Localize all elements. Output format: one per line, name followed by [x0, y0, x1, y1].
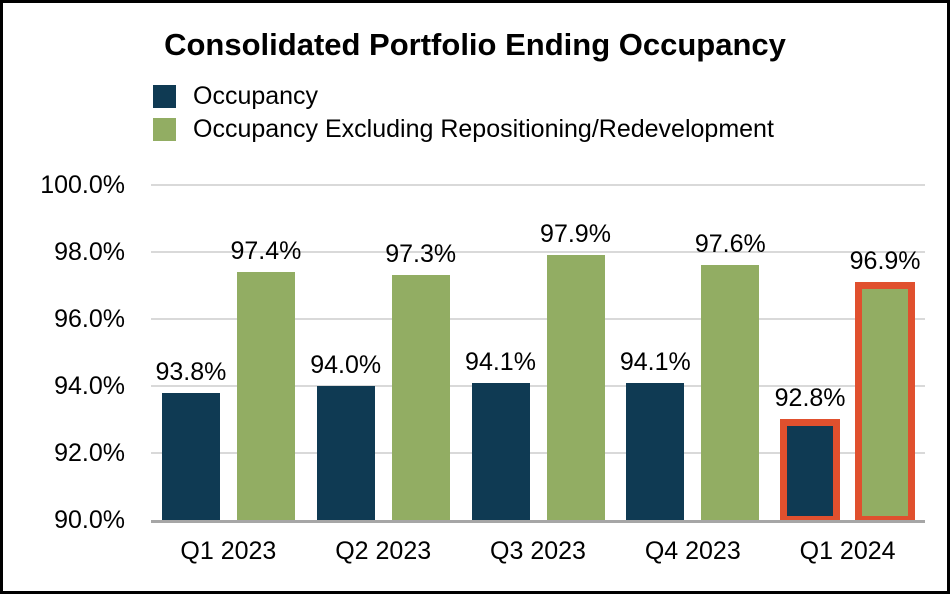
x-axis-category-label: Q3 2023 [490, 537, 586, 565]
bar-occupancy-q1-2024-highlighted [780, 419, 841, 520]
gridline-960 [151, 318, 925, 320]
data-label-bar-occupancy-excluding-q3-2023: 97.9% [540, 220, 611, 249]
legend-item-occupancy-excluding: Occupancy Excluding Repositioning/Redeve… [153, 116, 774, 143]
legend-label-occupancy-excluding: Occupancy Excluding Repositioning/Redeve… [193, 115, 774, 143]
bar-occupancy-q1-2023 [161, 392, 220, 520]
chart-legend: Occupancy Occupancy Excluding Reposition… [153, 83, 774, 143]
legend-swatch-occupancy [153, 85, 176, 108]
bar-occupancy-q4-2023 [626, 382, 685, 520]
x-axis-category-label: Q2 2023 [335, 537, 432, 565]
x-axis-category-label: Q4 2023 [644, 537, 741, 565]
bar-occupancy-q2-2023 [316, 386, 375, 520]
data-label-bar-occupancy-excluding-q4-2023: 97.6% [694, 230, 766, 259]
gridline-940 [151, 385, 925, 387]
data-label-bar-occupancy-excluding-q1-2024: 96.9% [849, 246, 921, 275]
x-axis-category-label: Q1 2024 [799, 537, 896, 565]
data-label-bar-occupancy-q4-2023: 94.1% [619, 347, 691, 376]
bar-occupancy-excluding-q4-2023 [701, 265, 760, 520]
data-label-bar-occupancy-q2-2023: 94.0% [310, 351, 382, 379]
data-label-bar-occupancy-excluding-q1-2023: 97.4% [230, 237, 302, 266]
bar-occupancy-excluding-q1-2023 [236, 272, 295, 520]
x-axis-line [151, 520, 925, 523]
data-label-bar-occupancy-q1-2023: 93.8% [155, 357, 227, 386]
chart-title: Consolidated Portfolio Ending Occupancy [164, 27, 786, 62]
y-axis-tick-label: 92.0% [54, 439, 125, 467]
legend-swatch-occupancy-excluding [153, 118, 176, 141]
data-label-bar-occupancy-excluding-q2-2023: 97.3% [385, 240, 457, 269]
gridline-980 [151, 251, 925, 253]
x-axis-category-label: Q1 2023 [180, 537, 277, 565]
y-axis-tick-label: 96.0% [54, 305, 125, 333]
data-label-bar-occupancy-q1-2024: 92.8% [774, 384, 846, 413]
y-axis-tick-label: 98.0% [54, 238, 125, 266]
legend-label-occupancy: Occupancy [193, 82, 319, 110]
y-axis-tick-label: 94.0% [54, 372, 125, 400]
gridline-1000 [151, 184, 925, 186]
legend-item-occupancy: Occupancy [153, 83, 774, 110]
y-axis-tick-label: 90.0% [54, 506, 125, 534]
bar-occupancy-excluding-q1-2024-highlighted [855, 281, 916, 520]
bar-occupancy-excluding-q2-2023 [391, 275, 450, 520]
gridline-920 [151, 452, 925, 454]
bar-occupancy-excluding-q3-2023 [546, 255, 605, 520]
y-axis-tick-label: 100.0% [40, 171, 125, 199]
bar-occupancy-q3-2023 [471, 382, 530, 520]
data-label-bar-occupancy-q3-2023: 94.1% [465, 347, 536, 376]
